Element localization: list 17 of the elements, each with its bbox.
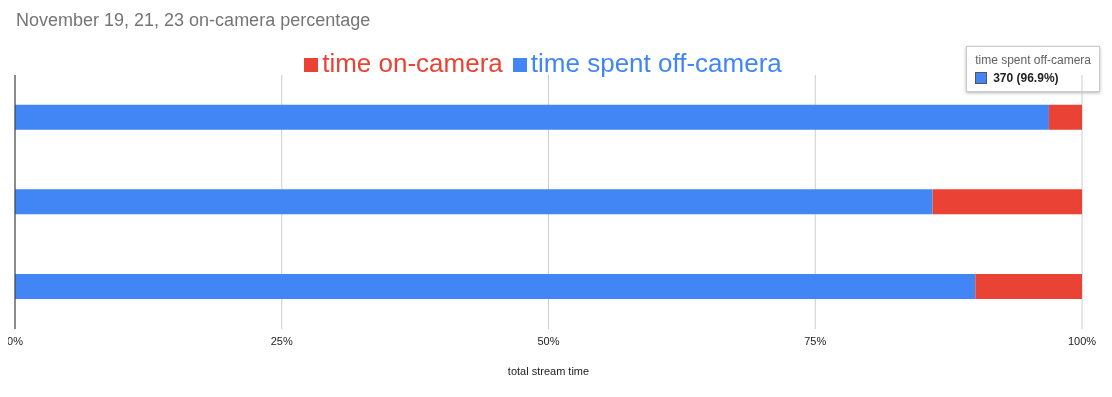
bar bbox=[975, 273, 1082, 299]
legend-label: time on-camera bbox=[322, 48, 503, 78]
bar bbox=[1048, 104, 1082, 130]
chart-title: November 19, 21, 23 on-camera percentage bbox=[16, 10, 371, 31]
bar bbox=[15, 189, 933, 215]
annotation: 370 (96.9%) bbox=[992, 71, 1060, 85]
legend-label: time spent off-camera bbox=[530, 48, 782, 78]
x-tick-label: 0% bbox=[7, 334, 24, 347]
text: time spent off-camera bbox=[975, 53, 1091, 67]
x-tick-label: 75% bbox=[804, 334, 827, 347]
bar bbox=[15, 104, 1049, 130]
bar bbox=[15, 273, 976, 299]
x-tick-label: 50% bbox=[537, 334, 560, 347]
x-tick-label: 100% bbox=[1067, 334, 1097, 347]
bar bbox=[932, 189, 1082, 215]
x-axis-title: total stream time bbox=[507, 365, 590, 377]
x-tick-label: 25% bbox=[270, 334, 293, 347]
